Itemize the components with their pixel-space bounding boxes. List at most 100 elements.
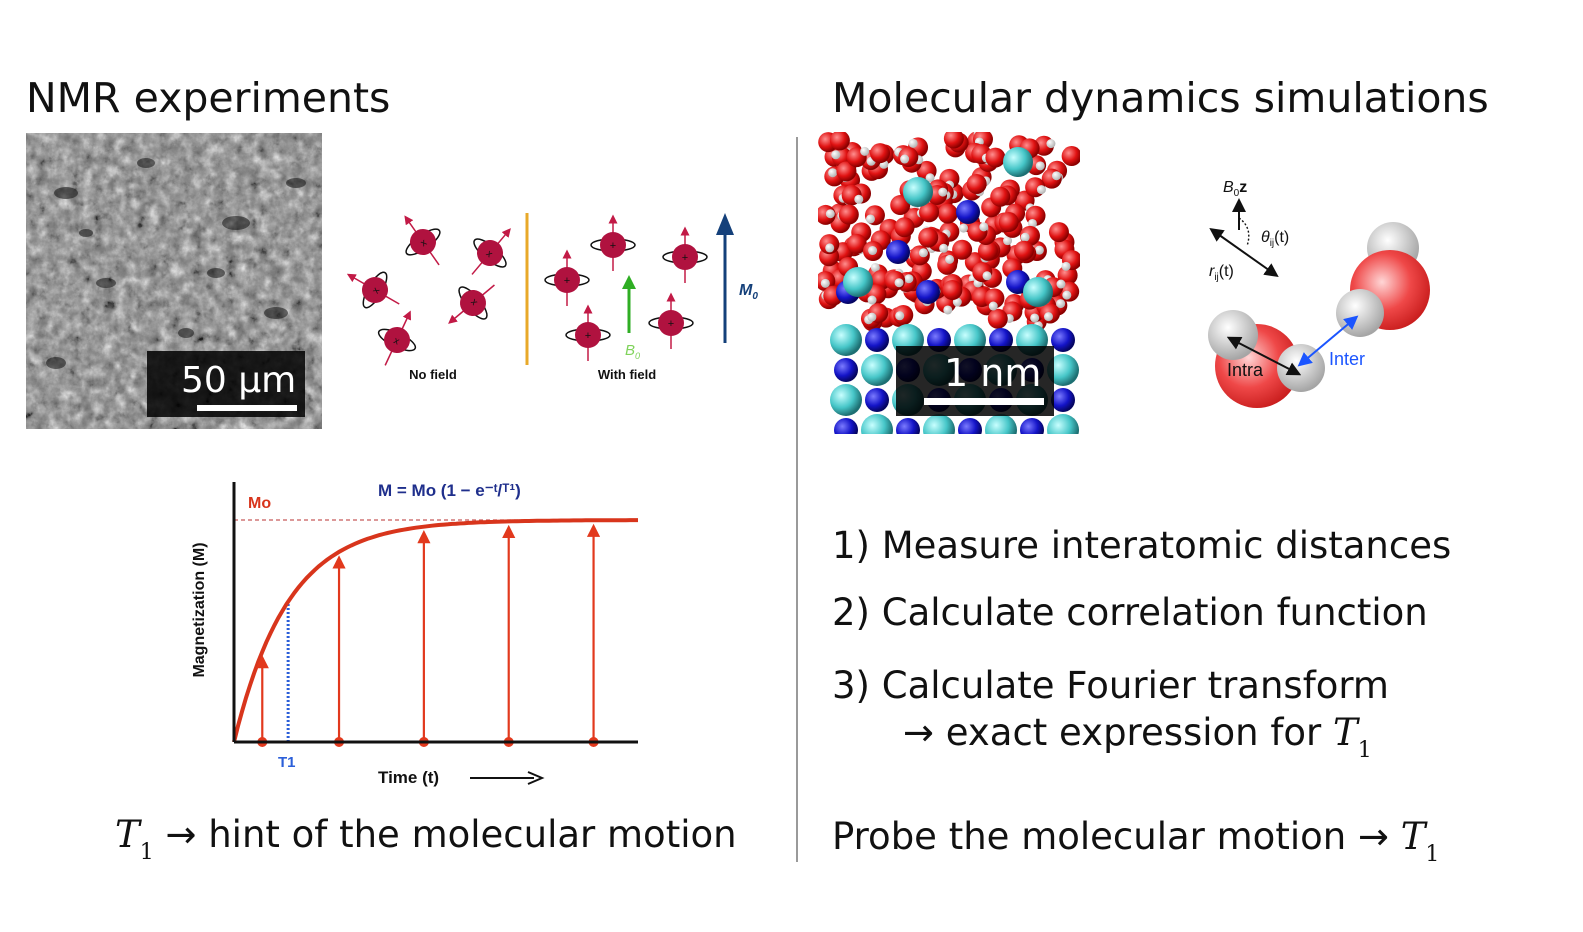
water-hydrogen-atom	[1046, 139, 1056, 149]
theta-arc	[1238, 217, 1250, 247]
lattice-atom	[834, 358, 858, 382]
step-3: 3) Calculate Fourier transform	[832, 664, 1389, 707]
water-oxygen-atom	[836, 161, 857, 182]
water-hydrogen-atom	[865, 214, 875, 224]
water-hydrogen-atom	[908, 138, 918, 148]
water-oxygen-atom	[870, 143, 891, 164]
svg-text:+: +	[585, 330, 591, 342]
chart-y-label: Magnetization (M)	[191, 542, 208, 677]
sem-scale-bar	[197, 405, 297, 411]
md-snapshot: 1 nm	[818, 132, 1080, 434]
pair-interaction-diagram: B0z θij(t) rij(t) Intra Inter	[1195, 170, 1445, 415]
with-field-label: With field	[598, 367, 656, 382]
spin-aligned-5: +	[648, 292, 694, 349]
water-oxygen-atom	[890, 195, 911, 216]
svg-text:+: +	[610, 240, 616, 252]
water-oxygen-atom	[952, 239, 973, 260]
step-2: 2) Calculate correlation function	[832, 591, 1428, 634]
svg-text:+: +	[564, 275, 570, 287]
m0-label: M0	[739, 282, 758, 302]
lattice-atom	[1020, 418, 1044, 434]
water-oxygen-atom	[937, 203, 958, 224]
lattice-atom	[861, 414, 893, 434]
svg-text:x: x	[370, 286, 382, 296]
water-hydrogen-atom	[900, 154, 910, 164]
water-hydrogen-atom	[867, 312, 877, 322]
intra-arrow	[1226, 336, 1302, 376]
water-oxygen-atom	[984, 288, 1005, 309]
water-hydrogen-atom	[1027, 218, 1037, 228]
md-caption-sub: 1	[1425, 842, 1440, 867]
water-hydrogen-atom	[1051, 171, 1061, 181]
column-divider	[796, 137, 798, 862]
lattice-atom	[830, 324, 862, 356]
b0-label: B0	[625, 342, 640, 361]
water-hydrogen-atom	[918, 248, 928, 258]
lattice-atom	[1051, 388, 1075, 412]
spin-random-5: x	[377, 310, 417, 366]
water-hydrogen-atom	[1061, 261, 1071, 271]
water-hydrogen-atom	[959, 223, 969, 233]
water-oxygen-atom	[918, 227, 939, 248]
step-3-cont-text: → exact expression for	[903, 711, 1322, 754]
water-oxygen-atom	[966, 173, 987, 194]
water-oxygen-atom	[998, 212, 1019, 233]
inter-arrow	[1297, 315, 1359, 367]
spin-random-2: x	[471, 228, 511, 275]
water-oxygen-atom	[846, 233, 867, 254]
lattice-atom	[830, 384, 862, 416]
water-hydrogen-atom	[1020, 232, 1030, 242]
lattice-atom	[958, 418, 982, 434]
water-hydrogen-atom	[854, 194, 864, 204]
sem-micrograph: 50 µm	[26, 133, 322, 429]
water-oxygen-atom	[990, 186, 1011, 207]
spin-aligned-3: +	[662, 226, 708, 283]
md-caption: Probe the molecular motion → T1	[832, 818, 1439, 866]
lattice-atom	[923, 414, 955, 434]
md-caption-t: T	[1400, 815, 1426, 858]
water-oxygen-atom	[987, 308, 1008, 329]
sem-scale-label: 50 µm	[181, 360, 297, 401]
water-oxygen-atom	[1061, 146, 1080, 167]
nmr-heading: NMR experiments	[26, 74, 391, 122]
md-scale-box: 1 nm	[896, 346, 1054, 416]
lattice-atom	[896, 418, 920, 434]
water-hydrogen-atom	[925, 173, 935, 183]
svg-text:x: x	[484, 248, 495, 260]
ion-atom	[1003, 147, 1033, 177]
water-hydrogen-atom	[952, 297, 962, 307]
water-hydrogen-atom	[938, 187, 948, 197]
nmr-caption-sub: 1	[139, 840, 154, 865]
chart-asymptote-label: Mo	[248, 495, 271, 512]
frame-r-vector	[1209, 227, 1279, 278]
water-hydrogen-atom	[860, 146, 870, 156]
water2-h-bottom	[1336, 289, 1384, 337]
spin-random-4: x	[448, 284, 495, 324]
sem-scale-box: 50 µm	[147, 351, 305, 417]
chart-t1-label: T1	[278, 754, 296, 771]
step-3-sub: 1	[1357, 738, 1372, 763]
water-hydrogen-atom	[870, 262, 880, 272]
chart-x-label: Time (t)	[378, 768, 439, 787]
md-heading: Molecular dynamics simulations	[832, 74, 1489, 122]
md-caption-text: Probe the molecular motion →	[832, 815, 1389, 858]
water-oxygen-atom	[942, 280, 963, 301]
svg-text:+: +	[682, 252, 688, 264]
spin-aligned-1: +	[544, 249, 590, 306]
md-scale-bar	[924, 398, 1044, 405]
svg-text:x: x	[468, 297, 480, 308]
ion-atom	[886, 240, 910, 264]
step-1: 1) Measure interatomic distances	[832, 524, 1452, 567]
chart-title: M = Mo (1 − e⁻ᵗ/ᵀ¹)	[378, 481, 521, 500]
ion-atom	[956, 200, 980, 224]
intra-label: Intra	[1227, 360, 1264, 380]
water-oxygen-atom	[985, 147, 1006, 168]
water-hydrogen-atom	[945, 254, 955, 264]
water-hydrogen-atom	[1056, 299, 1066, 309]
water-hydrogen-atom	[825, 209, 835, 219]
step-3-continuation: → exact expression for T1	[903, 714, 1372, 762]
theta-label: θij(t)	[1261, 229, 1289, 249]
water-hydrogen-atom	[1035, 161, 1045, 171]
inter-label: Inter	[1329, 349, 1365, 369]
water-hydrogen-atom	[867, 295, 877, 305]
